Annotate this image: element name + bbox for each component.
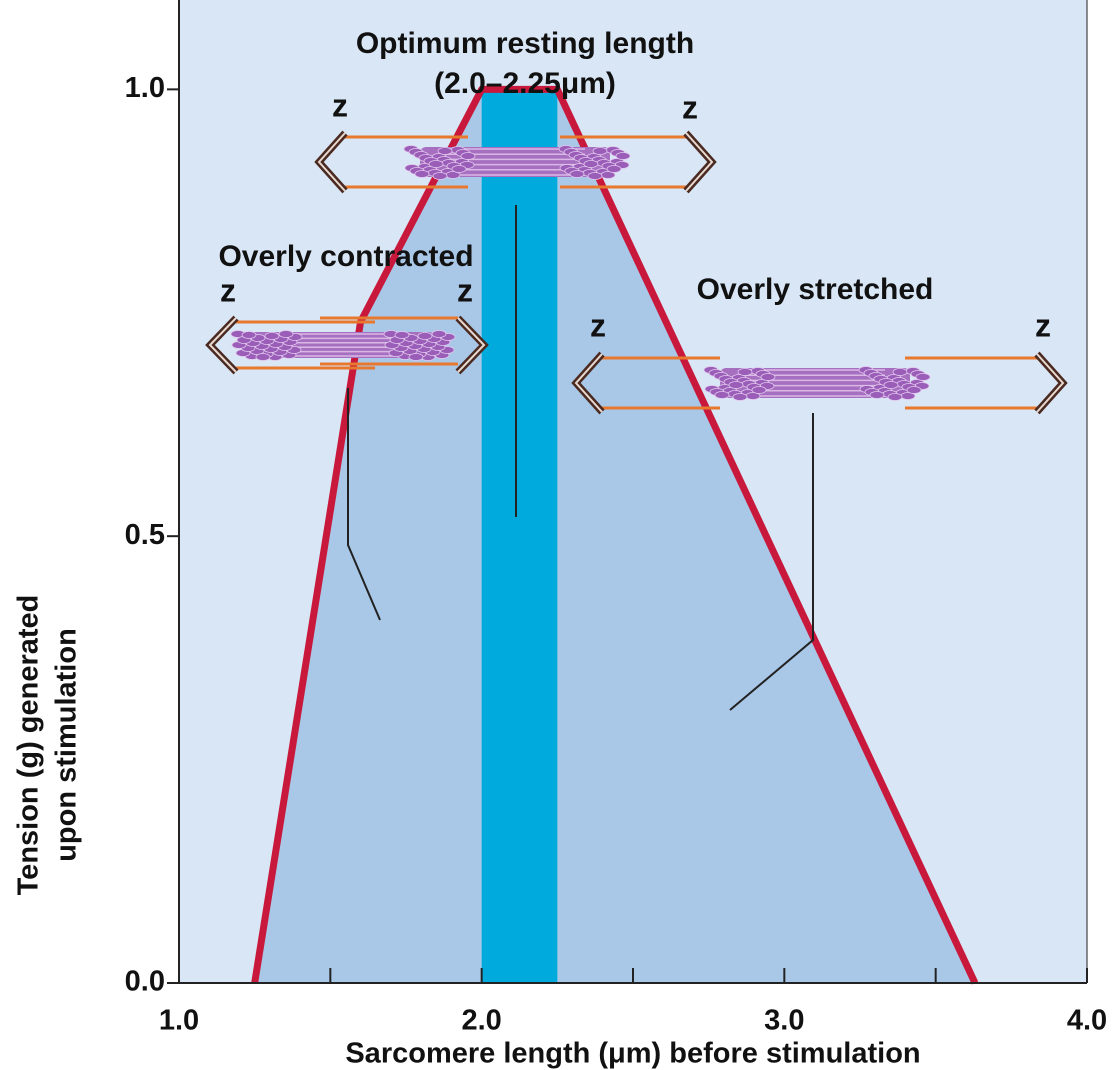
y-tick-label: 1.0 (125, 72, 165, 104)
optimum-band (481, 89, 558, 983)
leader-line (347, 388, 381, 621)
area-fill (254, 89, 976, 983)
myosin-head (583, 160, 599, 168)
myosin-head (615, 152, 631, 160)
myosin-head (460, 152, 476, 160)
x-tick-label: 1.0 (159, 1005, 199, 1037)
myosin-head (887, 393, 903, 401)
myosin-head (432, 172, 448, 180)
myosin-head (255, 353, 271, 361)
myosin-head (451, 165, 467, 173)
myosin-head (278, 330, 294, 338)
myosin-head (915, 373, 931, 381)
z-disc (574, 353, 603, 413)
tension-line (251, 85, 979, 985)
myosin-head (264, 332, 280, 340)
myosin-head (569, 170, 585, 178)
z-label: z (1035, 307, 1051, 343)
myosin-head (394, 331, 410, 339)
x-tick-label: 4.0 (1067, 1005, 1107, 1037)
x-axis-label: Sarcomere length (μm) before stimulation (345, 1038, 920, 1070)
leader-line (729, 413, 814, 711)
myosin-head (408, 353, 424, 361)
myosin-head (587, 172, 603, 180)
x-tick-label: 3.0 (764, 1005, 804, 1037)
myosin-head (417, 332, 433, 340)
myosin-head (751, 386, 767, 394)
myosin-head (414, 170, 430, 178)
myosin-head (714, 391, 730, 399)
z-label: z (590, 307, 606, 343)
annotation: Overly stretched (697, 273, 934, 306)
myosin-head (592, 147, 608, 155)
myosin-head (869, 391, 885, 399)
x-tick-label: 2.0 (462, 1005, 502, 1037)
myosin-head (906, 386, 922, 394)
y-axis-label: upon stimulation (51, 628, 83, 862)
z-disc (1036, 353, 1065, 413)
z-label: z (682, 89, 698, 125)
z-label: z (220, 272, 236, 308)
y-tick-label: 0.5 (125, 519, 165, 551)
myosin-head (606, 165, 622, 173)
annotation: Overly contracted (218, 240, 473, 273)
z-disc (208, 317, 237, 373)
annotation: (2.0–2.25μm) (434, 67, 616, 100)
myosin-head (732, 393, 748, 401)
myosin-head (241, 331, 257, 339)
myosin-head (760, 373, 776, 381)
myosin-head (728, 381, 744, 389)
z-label: z (457, 272, 473, 308)
z-label: z (332, 87, 348, 123)
z-disc (457, 317, 486, 373)
myosin-head (437, 147, 453, 155)
myosin-head (431, 330, 447, 338)
myosin-head (883, 381, 899, 389)
myosin-head (892, 368, 908, 376)
z-disc (685, 132, 714, 192)
y-tick-label: 0.0 (125, 966, 165, 998)
myosin-head (737, 368, 753, 376)
y-axis-label: Tension (g) generated (13, 595, 45, 896)
z-disc (317, 132, 346, 192)
myosin-head (428, 160, 444, 168)
annotation: Optimum resting length (356, 27, 694, 60)
